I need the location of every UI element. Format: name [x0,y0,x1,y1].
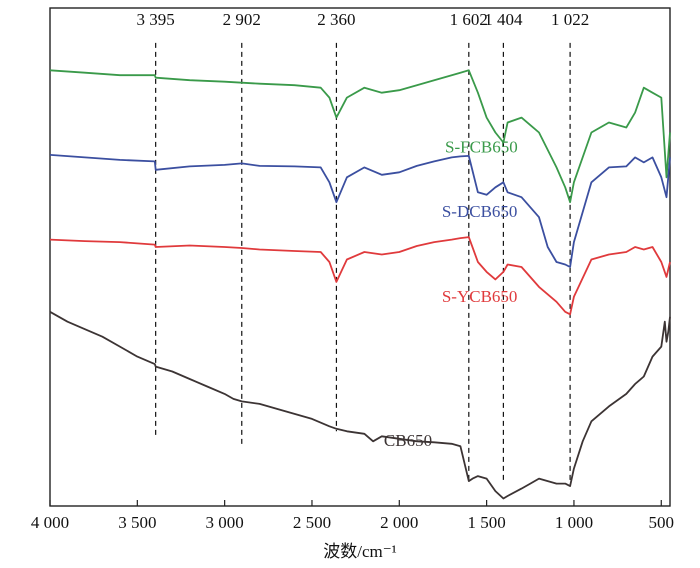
x-tick-label-2: 3 000 [206,513,244,532]
x-tick-label-3: 2 500 [293,513,331,532]
x-tick-label-6: 1 000 [555,513,593,532]
x-tick-label-4: 2 000 [380,513,418,532]
x-axis-title: 波数/cm⁻¹ [323,542,397,561]
x-tick-label-1: 3 500 [118,513,156,532]
x-tick-label-0: 4 000 [31,513,69,532]
x-tick-label-5: 1 500 [467,513,505,532]
series-line-s-dcb650 [49,154,671,268]
series-label-s-dcb650: S-DCB650 [442,202,518,221]
peak-label-3: 1 602 [450,10,488,29]
x-axis-ticks: 4 000 3 500 3 000 2 500 2 000 1 500 1 000 500 [31,500,674,532]
peak-label-2: 2 360 [317,10,355,29]
plot-frame [49,7,671,507]
peak-label-4: 1 404 [484,10,523,29]
series-line-s-ycb650 [49,236,671,316]
series-label-s-fcb650: S-FCB650 [445,137,518,156]
series-label-cb650: CB650 [384,431,432,450]
peak-label-1: 2 902 [223,10,261,29]
series-label-s-ycb650: S-YCB650 [442,287,518,306]
x-tick-label-7: 500 [649,513,675,532]
series-line-s-fcb650 [49,69,671,204]
peak-label-0: 3 395 [137,10,175,29]
series-group: S-FCB650 S-DCB650 S-YCB650 CB650 [49,69,671,500]
peak-label-5: 1 022 [551,10,589,29]
series-line-cb650 [49,311,671,500]
